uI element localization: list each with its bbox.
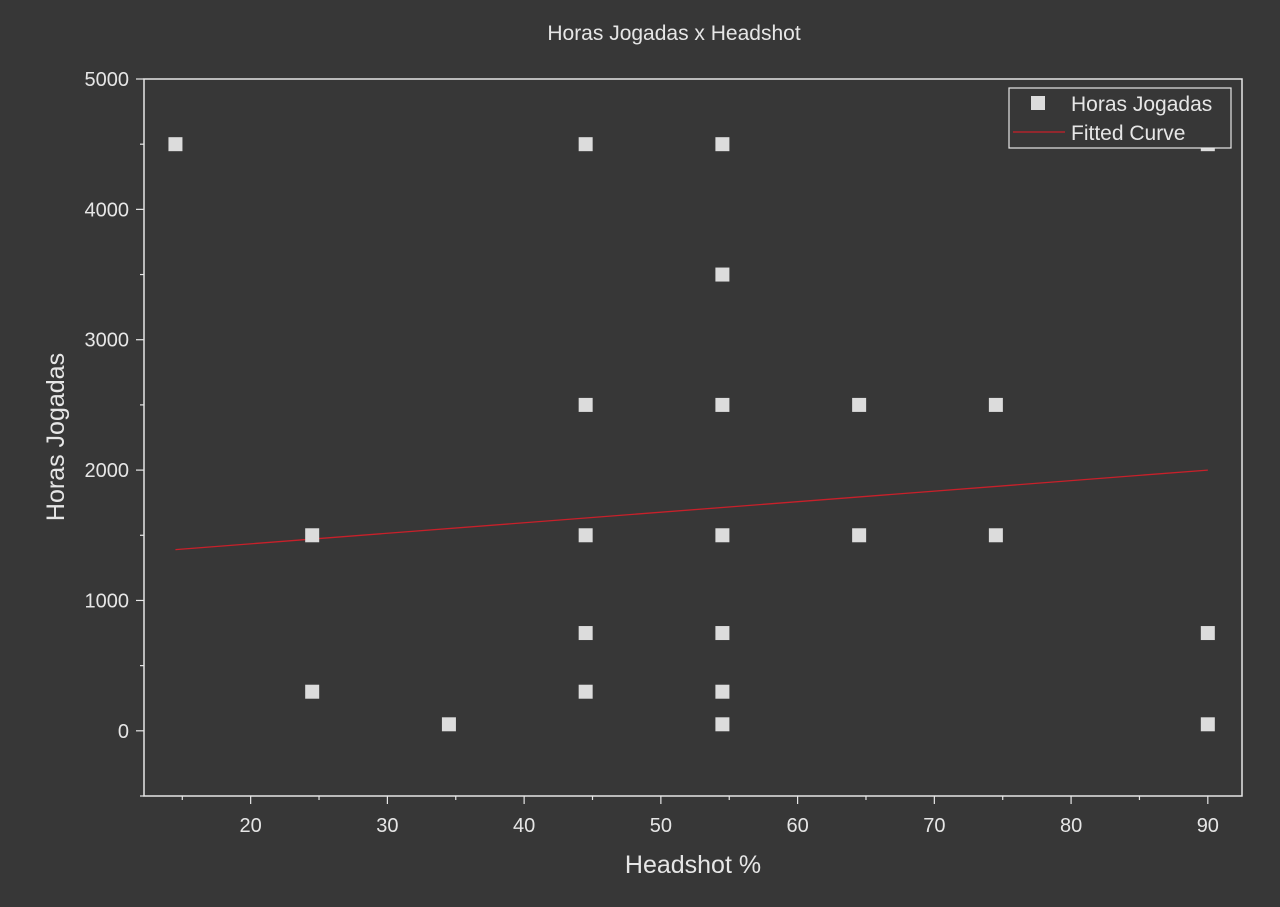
data-point	[715, 137, 730, 152]
x-tick-label: 20	[240, 815, 262, 837]
legend-marker-horas-jogadas	[1031, 96, 1045, 110]
fitted-curve-layer	[175, 469, 1208, 551]
y-tick-label: 5000	[85, 69, 130, 91]
data-point	[988, 528, 1003, 543]
y-tick-label: 1000	[85, 590, 130, 612]
data-point	[578, 528, 593, 543]
fitted-curve-line	[175, 469, 1208, 551]
data-points-layer	[168, 137, 1215, 732]
legend-label-horas-jogadas: Horas Jogadas	[1071, 93, 1212, 116]
chart-title: Horas Jogadas x Headshot	[547, 22, 800, 45]
data-point	[578, 684, 593, 699]
data-point	[852, 397, 867, 412]
data-point	[305, 684, 320, 699]
data-point	[715, 397, 730, 412]
data-point	[305, 528, 320, 543]
data-point	[715, 684, 730, 699]
y-axis: 0 1000 2000 3000 4000 5000	[85, 69, 144, 797]
data-point	[168, 137, 183, 152]
data-point	[988, 397, 1003, 412]
legend: Horas Jogadas Fitted Curve	[1008, 87, 1232, 149]
x-tick-label: 40	[513, 815, 535, 837]
data-point	[578, 397, 593, 412]
data-point	[715, 717, 730, 732]
data-point	[1200, 717, 1215, 732]
x-axis-label: Headshot %	[625, 851, 761, 879]
data-point	[715, 528, 730, 543]
y-tick-label: 2000	[85, 460, 130, 482]
x-tick-label: 70	[923, 815, 945, 837]
y-tick-label: 3000	[85, 330, 130, 352]
y-tick-label: 0	[118, 721, 129, 743]
x-tick-label: 90	[1197, 815, 1219, 837]
data-point	[578, 137, 593, 152]
data-point	[715, 626, 730, 641]
data-point	[578, 626, 593, 641]
plot-area-frame	[143, 78, 1243, 797]
data-point	[852, 528, 867, 543]
y-tick-label: 4000	[85, 199, 130, 221]
x-axis: 20 30 40 50 60 70 80 90	[181, 796, 1219, 837]
x-tick-label: 60	[786, 815, 808, 837]
legend-frame	[1008, 87, 1232, 149]
x-tick-label: 50	[650, 815, 672, 837]
y-axis-label: Horas Jogadas	[42, 353, 70, 521]
x-tick-label: 80	[1060, 815, 1082, 837]
x-tick-label: 30	[376, 815, 398, 837]
data-point	[1200, 626, 1215, 641]
data-point	[441, 717, 456, 732]
legend-label-fitted-curve: Fitted Curve	[1071, 122, 1185, 145]
data-point	[715, 267, 730, 282]
